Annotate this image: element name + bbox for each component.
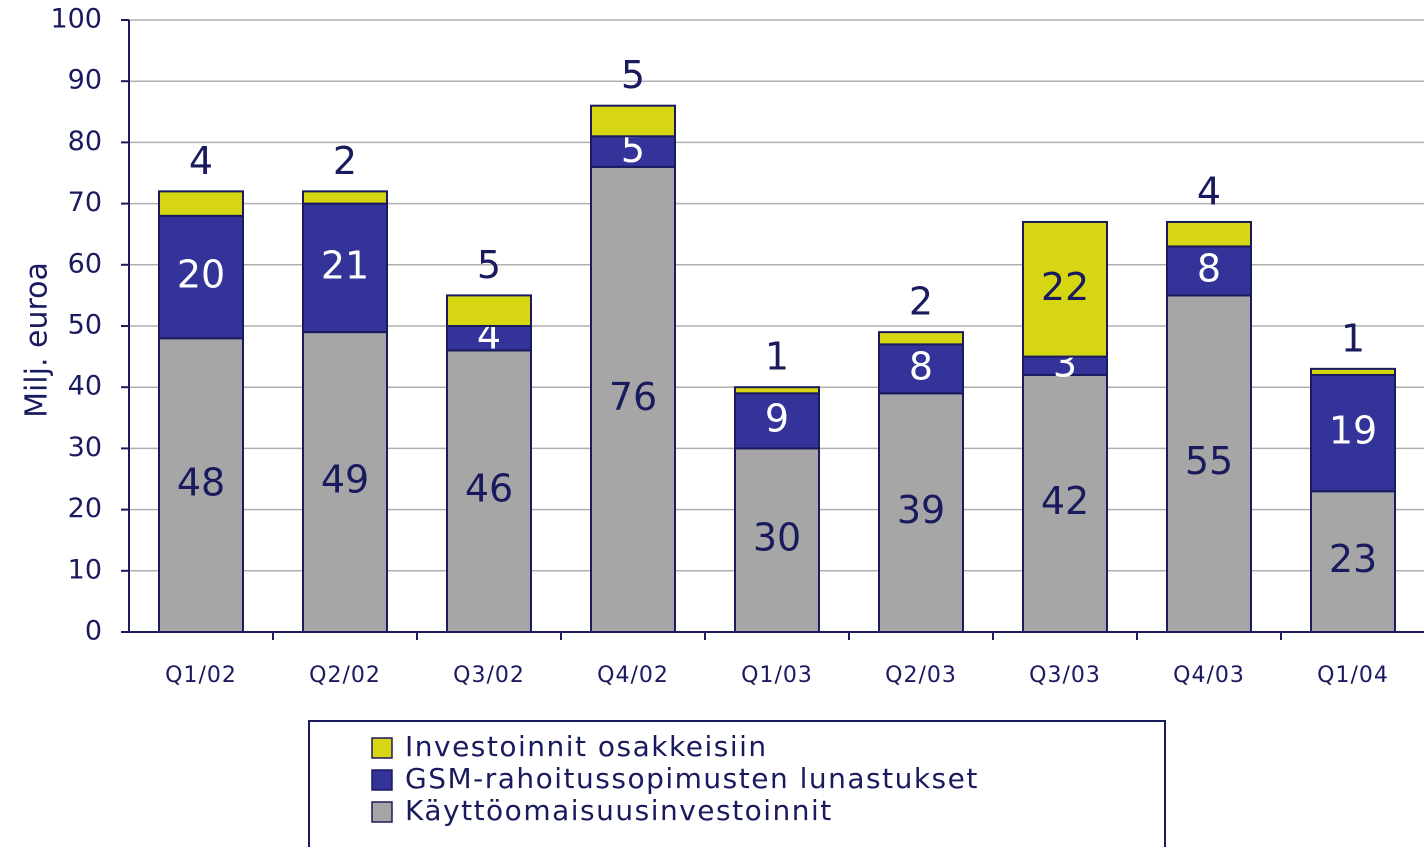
legend-swatch — [371, 737, 393, 759]
x-tick-label: Q3/03 — [1029, 663, 1101, 688]
bar-segment — [302, 331, 388, 633]
x-tick-label: Q1/04 — [1317, 663, 1389, 688]
value-label: 22 — [1041, 265, 1089, 309]
bar-segment — [446, 349, 532, 633]
bar-segment — [734, 386, 820, 395]
value-label: 2 — [333, 139, 357, 183]
y-tick-label: 0 — [85, 616, 102, 647]
bar-segment — [158, 337, 244, 633]
value-label: 5 — [621, 53, 645, 97]
value-label: 20 — [177, 253, 225, 297]
value-label: 23 — [1329, 537, 1377, 581]
bar-segment — [1022, 373, 1108, 633]
bar-segment — [878, 331, 964, 346]
value-label: 1 — [765, 335, 789, 379]
y-tick-label: 80 — [68, 126, 102, 157]
y-tick-label: 100 — [50, 4, 102, 35]
legend-swatch — [371, 801, 393, 823]
value-label: 39 — [897, 488, 945, 532]
x-tick-label: Q1/02 — [165, 663, 237, 688]
x-tick-label: Q3/02 — [453, 663, 525, 688]
y-tick-label: 40 — [68, 371, 102, 402]
value-label: 49 — [321, 458, 369, 502]
bar-segment — [1022, 220, 1108, 358]
bar-segment — [1310, 373, 1396, 493]
x-tick-label: Q4/03 — [1173, 663, 1245, 688]
legend-label: GSM-rahoitussopimusten lunastukset — [405, 762, 979, 795]
legend-swatch — [371, 769, 393, 791]
value-label: 2 — [909, 280, 933, 324]
bar-segment — [590, 104, 676, 138]
legend-box — [308, 720, 1166, 847]
y-tick-label: 50 — [68, 310, 102, 341]
value-label: 30 — [753, 516, 801, 560]
bar-segment — [590, 165, 676, 633]
value-label: 42 — [1041, 479, 1089, 523]
value-label: 4 — [1197, 169, 1221, 213]
x-tick-label: Q1/03 — [741, 663, 813, 688]
legend-label: Investoinnit osakkeisiin — [405, 730, 768, 763]
y-tick-label: 10 — [68, 554, 102, 585]
value-label: 19 — [1329, 409, 1377, 453]
value-label: 8 — [1197, 246, 1221, 290]
value-label: 1 — [1341, 316, 1365, 360]
bar-segment — [1310, 367, 1396, 376]
y-tick-label: 70 — [68, 187, 102, 218]
value-label: 55 — [1185, 439, 1233, 483]
bar-segment — [734, 447, 820, 633]
value-label: 9 — [765, 396, 789, 440]
bar-segment — [446, 294, 532, 327]
bar-segment — [734, 392, 820, 450]
bar-segment — [158, 190, 244, 217]
y-tick-label: 30 — [68, 432, 102, 463]
value-label: 46 — [465, 467, 513, 511]
value-label: 4 — [189, 139, 213, 183]
y-tick-label: 90 — [68, 65, 102, 96]
value-label: 5 — [477, 243, 501, 287]
bar-segment — [1166, 220, 1252, 248]
bar-segment — [302, 190, 388, 205]
x-tick-label: Q2/03 — [885, 663, 957, 688]
bar-segment — [1310, 490, 1396, 633]
value-label: 48 — [177, 461, 225, 505]
x-tick-label: Q2/02 — [309, 663, 381, 688]
y-axis-label: Milj. euroa — [20, 262, 55, 418]
bar-segment — [158, 214, 244, 340]
value-label: 76 — [609, 375, 657, 419]
value-label: 8 — [909, 344, 933, 388]
value-label: 21 — [321, 243, 369, 287]
y-tick-label: 20 — [68, 493, 102, 524]
legend-label: Käyttöomaisuusinvestoinnit — [405, 794, 833, 827]
bar-segment — [1166, 294, 1252, 633]
x-tick-label: Q4/02 — [597, 663, 669, 688]
bar-segment — [878, 392, 964, 633]
y-tick-label: 60 — [68, 248, 102, 279]
